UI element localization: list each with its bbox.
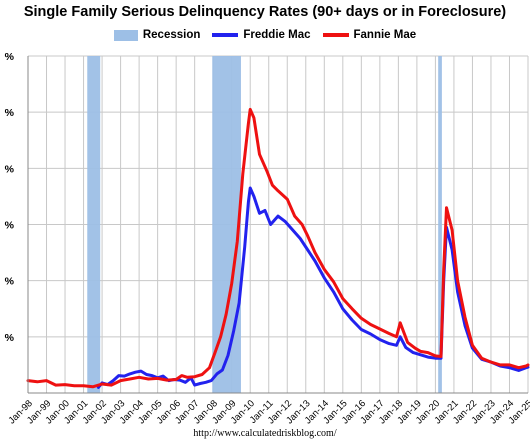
chart-title: Single Family Serious Delinquency Rates … <box>23 4 507 20</box>
recession-band <box>87 56 101 393</box>
y-tick-label: % <box>5 276 15 288</box>
chart-legend: Recession Freddie Mac Fannie Mae <box>0 29 530 41</box>
legend-label-freddie-mac: Freddie Mac <box>243 29 311 41</box>
recession-bands <box>87 56 442 393</box>
y-tick-label: % <box>5 163 15 175</box>
recession-band <box>438 56 442 393</box>
legend-item-recession: Recession <box>113 29 201 41</box>
source-url: http://www.calculatedriskblog.com/ <box>193 428 337 439</box>
series-line-fannie-mae <box>26 107 530 389</box>
legend-swatch-fannie-mae <box>322 33 349 37</box>
legend-label-recession: Recession <box>142 29 201 41</box>
y-tick-label: % <box>5 51 15 63</box>
y-tick-label: % <box>5 332 15 344</box>
recession-band <box>212 56 241 393</box>
y-tick-label: % <box>5 107 15 119</box>
grid-layer <box>27 55 529 393</box>
series-line-freddie-mac <box>96 186 530 389</box>
legend-label-fannie-mae: Fannie Mae <box>353 29 417 41</box>
series-lines <box>26 107 530 389</box>
legend-swatch-recession <box>113 29 138 41</box>
y-tick-label: % <box>5 220 15 232</box>
legend-swatch-freddie-mac <box>212 33 239 37</box>
legend-item-freddie-mac: Freddie Mac <box>212 29 311 41</box>
legend-item-fannie-mae: Fannie Mae <box>322 29 417 41</box>
